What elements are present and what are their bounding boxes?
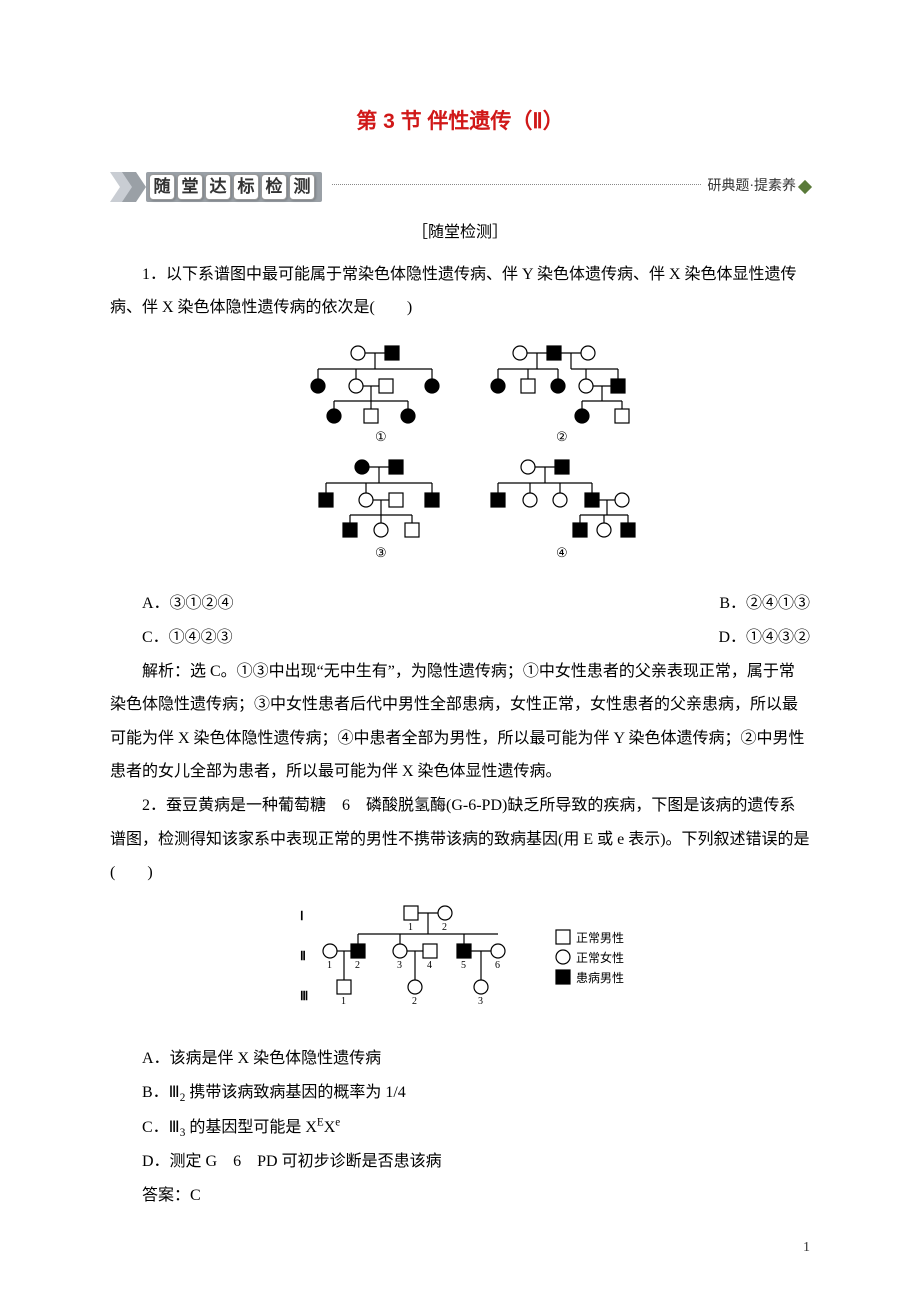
gen-label-1: Ⅰ bbox=[300, 909, 304, 923]
banner-char: 堂 bbox=[177, 174, 203, 200]
svg-text:3: 3 bbox=[478, 996, 483, 1007]
banner-label: 随 堂 达 标 检 测 bbox=[146, 172, 322, 202]
pedigree-label-3: ③ bbox=[375, 545, 387, 560]
q1-option-a: A．③①②④ bbox=[142, 587, 234, 621]
q2-options: A．该病是伴 X 染色体隐性遗传病 B．Ⅲ2 携带该病致病基因的概率为 1/4 … bbox=[142, 1042, 810, 1179]
gen-label-3: Ⅲ bbox=[300, 989, 308, 1003]
banner-right-text: 研典题·提素养 bbox=[707, 172, 796, 201]
page-number: 1 bbox=[803, 1233, 810, 1262]
banner-chevron bbox=[110, 172, 146, 202]
banner-diamond-icon bbox=[798, 180, 812, 194]
sub-header: ［随堂检测］ bbox=[110, 216, 810, 250]
q2-pedigree-figure: Ⅰ Ⅱ Ⅲ 1 2 2 1 3 4 bbox=[110, 900, 810, 1033]
q2-option-a: A．该病是伴 X 染色体隐性遗传病 bbox=[142, 1042, 810, 1076]
page-title: 第 3 节 伴性遗传（Ⅱ） bbox=[110, 100, 810, 144]
svg-text:2: 2 bbox=[355, 960, 360, 971]
section-banner: 随 堂 达 标 检 测 研典题·提素养 bbox=[110, 172, 810, 202]
q1-stem: 1．以下系谱图中最可能属于常染色体隐性遗传病、伴 Y 染色体遗传病、伴 X 染色… bbox=[110, 258, 810, 325]
q1-options-row2: C．①④②③ D．①④③② bbox=[142, 621, 810, 655]
svg-text:3: 3 bbox=[397, 960, 402, 971]
q2-option-b: B．Ⅲ2 携带该病致病基因的概率为 1/4 bbox=[142, 1076, 810, 1111]
banner-char: 达 bbox=[205, 174, 231, 200]
q1-options-row1: A．③①②④ B．②④①③ bbox=[142, 587, 810, 621]
svg-text:1: 1 bbox=[341, 996, 346, 1007]
svg-text:1: 1 bbox=[327, 960, 332, 971]
q1-option-d: D．①④③② bbox=[718, 621, 810, 655]
q2-option-d: D．测定 G 6 PD 可初步诊断是否患该病 bbox=[142, 1145, 810, 1179]
svg-text:1: 1 bbox=[408, 922, 413, 933]
pedigree-label-2: ② bbox=[556, 429, 568, 444]
q1-option-b: B．②④①③ bbox=[719, 587, 810, 621]
svg-text:2: 2 bbox=[412, 996, 417, 1007]
svg-text:6: 6 bbox=[495, 960, 500, 971]
q1-pedigree-figure: ① bbox=[110, 335, 810, 578]
q2-answer: 答案：C bbox=[110, 1179, 810, 1213]
banner-dots bbox=[332, 183, 701, 185]
legend-affected-male: 患病男性 bbox=[576, 970, 624, 985]
svg-text:5: 5 bbox=[461, 960, 466, 971]
legend-normal-female: 正常女性 bbox=[576, 950, 624, 965]
q2-stem: 2．蚕豆黄病是一种葡萄糖 6 磷酸脱氢酶(G-6-PD)缺乏所导致的疾病，下图是… bbox=[110, 789, 810, 890]
banner-char: 检 bbox=[261, 174, 287, 200]
q1-option-c: C．①④②③ bbox=[142, 621, 233, 655]
banner-right-label: 研典题·提素养 bbox=[707, 172, 810, 201]
banner-char: 随 bbox=[149, 174, 175, 200]
legend-normal-male: 正常男性 bbox=[576, 931, 624, 945]
svg-text:4: 4 bbox=[427, 960, 432, 971]
pedigree-label-4: ④ bbox=[556, 545, 568, 560]
q1-explanation: 解析：选 C。①③中出现“无中生有”，为隐性遗传病；①中女性患者的父亲表现正常，… bbox=[110, 655, 810, 789]
banner-char: 测 bbox=[289, 174, 315, 200]
gen-label-2: Ⅱ bbox=[300, 949, 306, 963]
svg-text:2: 2 bbox=[442, 922, 447, 933]
pedigree-label-1: ① bbox=[375, 429, 387, 444]
banner-char: 标 bbox=[233, 174, 259, 200]
q2-option-c: C．Ⅲ3 的基因型可能是 XEXe bbox=[142, 1111, 810, 1146]
